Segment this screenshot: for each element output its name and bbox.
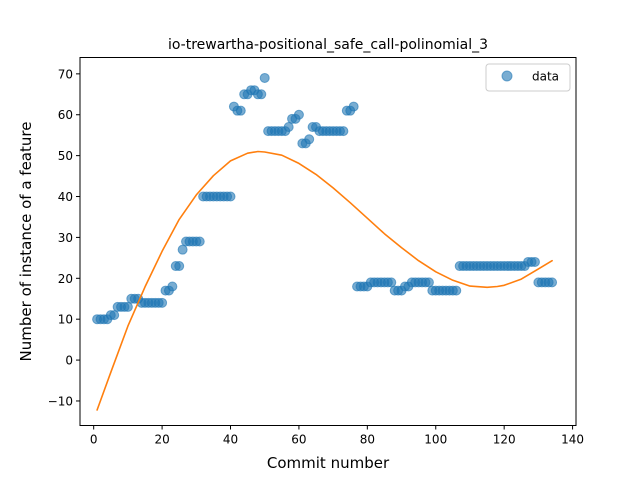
y-tick-label: −10 <box>48 394 73 408</box>
x-tick-label: 60 <box>291 433 306 447</box>
plot-frame <box>79 57 577 426</box>
x-axis-label: Commit number <box>267 454 390 472</box>
y-tick-label: 30 <box>58 231 73 245</box>
x-tick-label: 0 <box>90 433 98 447</box>
y-tick-label: 70 <box>58 67 73 81</box>
data-point <box>451 285 462 296</box>
y-tick-label: 0 <box>65 354 73 368</box>
line-layer <box>96 150 553 411</box>
data-point <box>177 244 188 255</box>
x-tick-label: 140 <box>561 433 584 447</box>
data-point <box>157 297 168 308</box>
legend: data <box>485 63 571 92</box>
data-point <box>256 89 267 100</box>
data-point <box>122 301 133 312</box>
data-point <box>235 105 246 116</box>
data-point <box>259 72 270 83</box>
data-point <box>194 236 205 247</box>
chart-title: io-trewartha-positional_safe_call-polino… <box>168 37 488 53</box>
x-tick-label: 100 <box>424 433 447 447</box>
data-point <box>283 122 294 133</box>
legend-label-data: data <box>532 70 559 84</box>
data-point <box>423 277 434 288</box>
data-point <box>348 101 359 112</box>
x-tick-label: 40 <box>223 433 238 447</box>
y-tick-label: 60 <box>58 108 73 122</box>
data-point <box>167 281 178 292</box>
data-point <box>547 277 558 288</box>
data-point <box>225 191 236 202</box>
data-point <box>304 134 315 145</box>
data-point <box>174 261 185 272</box>
x-tick-label: 20 <box>154 433 169 447</box>
plot-area <box>92 72 558 411</box>
fit-line <box>96 150 553 411</box>
y-tick-label: 40 <box>58 190 73 204</box>
scatter-layer <box>92 72 558 325</box>
y-axis-ticks: −10 0 10 20 30 40 50 60 70 <box>48 67 80 408</box>
legend-marker-data <box>501 70 513 82</box>
x-tick-label: 120 <box>493 433 516 447</box>
data-point <box>386 277 397 288</box>
y-axis-label: Number of instance of a feature <box>17 122 35 362</box>
x-tick-label: 80 <box>360 433 375 447</box>
data-point <box>293 109 304 120</box>
data-point <box>338 126 349 137</box>
data-point <box>529 256 540 267</box>
data-point <box>109 310 120 321</box>
y-tick-label: 50 <box>58 149 73 163</box>
y-tick-label: 10 <box>58 313 73 327</box>
x-axis-ticks: 0 20 40 60 80 100 120 140 <box>90 425 584 447</box>
y-tick-label: 20 <box>58 272 73 286</box>
